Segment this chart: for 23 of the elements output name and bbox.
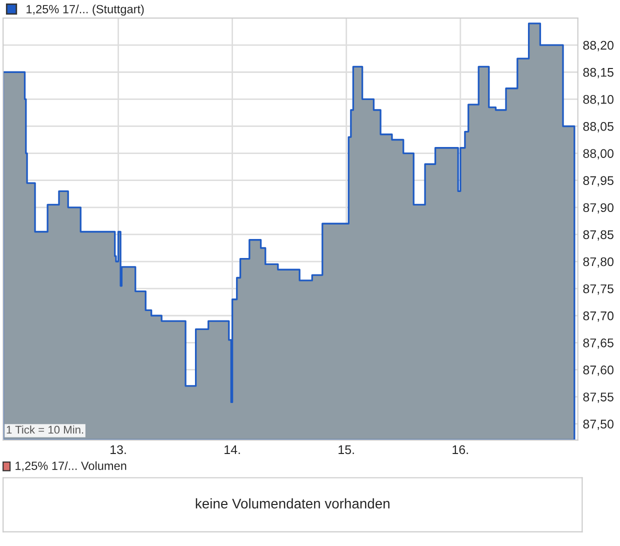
y-tick-label: 87,85 — [583, 230, 614, 241]
y-tick-label: 87,75 — [583, 284, 614, 295]
y-tick-label: 87,70 — [583, 311, 614, 322]
y-tick-label: 87,55 — [583, 392, 614, 403]
x-tick-label: 14. — [224, 445, 240, 454]
y-tick-label: 87,95 — [583, 176, 614, 186]
y-tick-label: 87,60 — [583, 366, 614, 376]
y-tick-label: 87,50 — [583, 420, 614, 430]
y-tick-label: 88,15 — [583, 68, 614, 78]
annotation: 1 Tick = 10 Min. — [6, 426, 84, 434]
x-tick-label: 16. — [452, 445, 468, 454]
y-tick-label: 88,05 — [583, 122, 614, 132]
y-tick-label: 88,10 — [583, 94, 614, 106]
x-tick-label: 13. — [110, 445, 126, 454]
y-tick-label: 87,90 — [583, 203, 614, 214]
y-tick-label: 87,80 — [583, 257, 614, 268]
text: 1,25% 17/... Volumen — [16, 461, 126, 472]
legend-label: 1,25% 17/... (Stuttgart) — [26, 4, 144, 16]
x-tick-label: 15. — [338, 445, 354, 454]
y-tick-label: 87,65 — [583, 338, 614, 349]
y-tick-label: 88,00 — [583, 149, 614, 160]
y-tick-label: 88,20 — [583, 40, 614, 52]
text: keine Volumendaten vorhanden — [196, 498, 390, 509]
